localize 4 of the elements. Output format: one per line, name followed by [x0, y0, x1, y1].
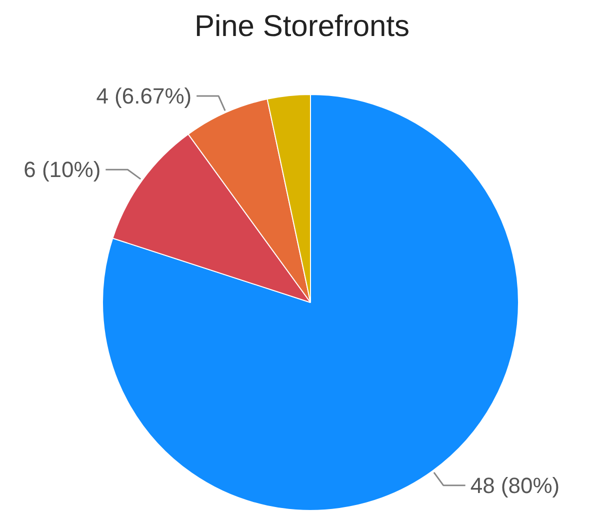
data-label: 4 (6.67%)	[96, 84, 192, 109]
data-label: 48 (80%)	[470, 472, 560, 498]
chart-title: Pine Storefronts	[194, 10, 410, 43]
data-label: 6 (10%)	[24, 157, 101, 182]
